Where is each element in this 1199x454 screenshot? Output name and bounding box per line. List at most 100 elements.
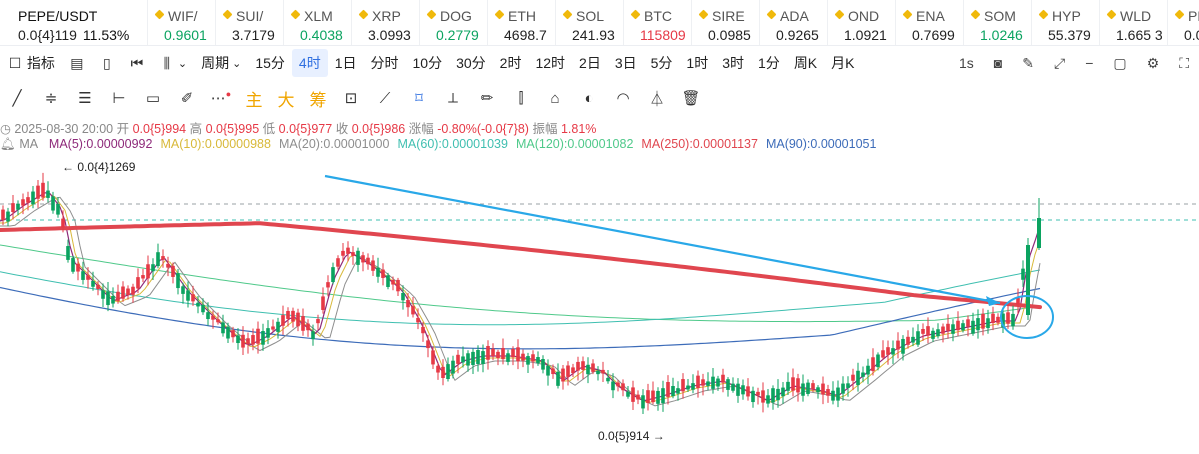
lock-icon[interactable]: ⌂ [550, 89, 560, 107]
chip-tool[interactable]: 筹 [309, 90, 327, 110]
fullscreen-icon[interactable]: ⛶ [1179, 54, 1189, 71]
ticker-symbol: ENA [916, 8, 945, 24]
ticker-item[interactable]: WLD 1.665 3 [1100, 0, 1168, 45]
candle [496, 351, 500, 359]
interval-tab[interactable]: 1日 [334, 55, 357, 71]
ticker-item[interactable]: HYP 55.379 [1032, 0, 1100, 45]
filter-icon[interactable]: ⏃ [649, 90, 665, 108]
pen-icon[interactable]: ✐ [180, 90, 194, 107]
chart-type-button[interactable]: ⫼ ⌄ [152, 49, 194, 77]
ticker-item[interactable]: ENA 0.7699 [896, 0, 964, 45]
candlestick-chart[interactable]: ← 0.0{4}1269 0.0{5}914 → [0, 150, 1199, 454]
camera-icon[interactable]: ◙ [993, 55, 1003, 71]
candle [931, 330, 935, 339]
interval-tab[interactable]: 月K [831, 55, 855, 71]
interval-tab[interactable]: 4时 [291, 49, 328, 77]
interval-tab[interactable]: 2日 [579, 55, 601, 71]
candle [206, 312, 210, 320]
interval-tab[interactable]: 12时 [535, 55, 566, 71]
interval-tab[interactable]: 30分 [456, 55, 486, 71]
ticker-item[interactable]: XLM 0.4038 [284, 0, 352, 45]
ruler-icon[interactable]: ⟋ [379, 89, 391, 107]
minus-icon[interactable]: − [1085, 55, 1094, 71]
candle [31, 191, 35, 205]
main-force-tool[interactable]: 主 [245, 90, 263, 110]
expand-icon[interactable]: ⤢ [1054, 54, 1066, 71]
ticker-price: 0.0985 [708, 27, 751, 43]
candle [291, 310, 295, 322]
replay-button[interactable]: ⏮ [122, 49, 152, 77]
coin-icon [766, 9, 777, 20]
candle [1011, 313, 1015, 327]
ticker-item[interactable]: BTC 115809 [624, 0, 692, 45]
horizontal-line-icon[interactable]: ⊢ [112, 90, 126, 107]
trendline-tool-icon[interactable]: ╱ [12, 90, 22, 107]
interval-tab[interactable]: 10分 [412, 55, 443, 71]
bell-icon[interactable]: 🔔︎ [0, 137, 16, 151]
price-value: 115809 [640, 27, 686, 43]
measure-icon[interactable]: ⟂ [447, 89, 458, 107]
settings-icon[interactable]: ⚙ [1146, 54, 1160, 71]
indicators-button[interactable]: ☐ 指标 [8, 54, 55, 72]
refresh-interval[interactable]: 1s [959, 55, 974, 71]
ticker-item[interactable]: PE 0.036 [1168, 0, 1199, 45]
interval-tab[interactable]: 1时 [686, 55, 709, 71]
candle [986, 318, 990, 329]
parallel-lines-icon[interactable]: ≑ [44, 90, 58, 107]
ticker-item[interactable]: ETH 4698.7 [488, 0, 556, 45]
ticker-item[interactable]: WIF/0.9601 [148, 0, 216, 45]
candle-tool-icon[interactable]: ⫿ [518, 89, 524, 107]
candle [71, 258, 75, 272]
candle [841, 383, 845, 394]
interval-tab[interactable]: 5分 [650, 55, 673, 71]
brush-icon[interactable]: ✏ [480, 90, 494, 107]
interval-tab[interactable]: 2时 [499, 55, 522, 71]
layout-button[interactable]: ▯ [92, 49, 122, 77]
trash-icon[interactable]: 🗑 [681, 90, 701, 107]
ticker-item[interactable]: OND 1.0921 [828, 0, 896, 45]
coin-icon [1174, 9, 1185, 20]
candle [91, 280, 95, 287]
eye-icon[interactable]: ◐ [584, 89, 594, 107]
ticker-item[interactable]: SOL 241.93 [556, 0, 624, 45]
coin-icon [834, 9, 845, 20]
chevron-down-icon: ⌄ [177, 57, 188, 70]
channel-icon[interactable]: ☰ [78, 90, 92, 107]
ticker-item[interactable]: SIRE 0.0985 [692, 0, 760, 45]
calendar-button[interactable]: ▤ [62, 49, 92, 77]
ticker-item[interactable]: XRP 3.0993 [352, 0, 420, 45]
window-icon[interactable]: ▢ [1113, 54, 1127, 71]
ticker-item[interactable]: SUI/3.7179 [216, 0, 284, 45]
interval-tab[interactable]: 分时 [370, 55, 399, 71]
candle [241, 334, 245, 348]
interval-tab[interactable]: 15分 [255, 55, 285, 71]
ticker-item[interactable]: PEPE/USDT 0.0{4}119 11.53% [0, 0, 148, 45]
candle [336, 258, 340, 267]
bookmark-icon[interactable]: ⌑ [415, 90, 423, 107]
ticker-symbol: SIRE [712, 8, 745, 24]
interval-tab[interactable]: 周K [793, 55, 818, 71]
interval-tab[interactable]: 1分 [758, 55, 780, 71]
candle [1021, 268, 1025, 280]
interval-tab[interactable]: 3日 [614, 55, 637, 71]
candle [6, 211, 10, 222]
arrow-head [986, 296, 1000, 306]
magnet-icon[interactable]: ◠ [616, 90, 630, 107]
period-select[interactable]: 周期 ⌄ [201, 55, 242, 71]
big-order-tool[interactable]: 大 [277, 90, 295, 110]
interval-tab[interactable]: 3时 [722, 55, 745, 71]
candle [256, 328, 260, 344]
ticker-item[interactable]: SOM 1.0246 [964, 0, 1032, 45]
ticker-price: 0.0{4}119 11.53% [18, 27, 129, 43]
fib-icon[interactable]: ⊡ [344, 90, 358, 107]
ticker-price: 1.0246 [980, 27, 1023, 43]
rectangle-icon[interactable]: ▭ [145, 90, 161, 107]
candle [281, 315, 285, 326]
ticker-item[interactable]: ADA 0.9265 [760, 0, 828, 45]
more-icon[interactable]: ⋯● [210, 89, 232, 107]
draw-icon[interactable]: ✎ [1022, 54, 1034, 71]
ticker-item[interactable]: DOG 0.2779 [420, 0, 488, 45]
candle [171, 265, 175, 277]
highlight-ellipse [1000, 295, 1054, 339]
coin-icon [358, 9, 369, 20]
